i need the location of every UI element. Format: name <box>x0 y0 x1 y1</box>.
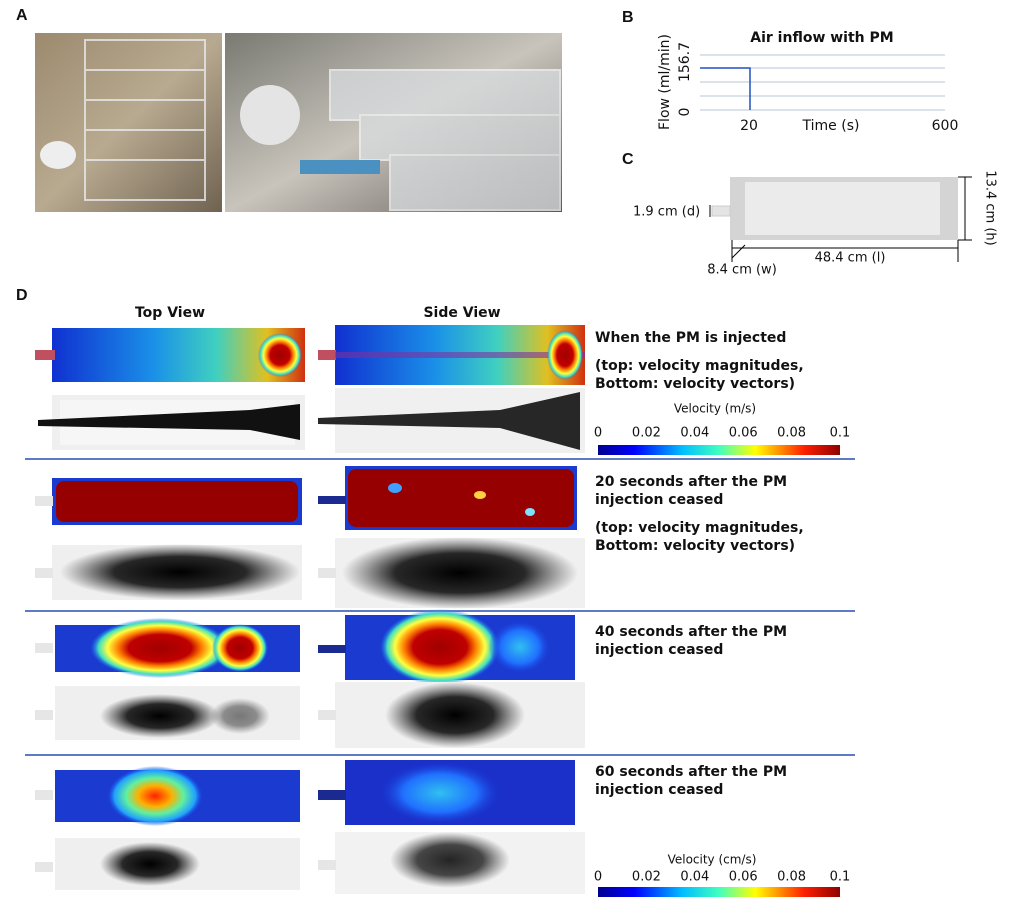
colorbar <box>598 445 840 455</box>
colorbar-label: Velocity (cm/s) <box>668 853 757 867</box>
colorbar-label: Velocity (m/s) <box>674 402 756 416</box>
panel-label: D <box>16 287 28 304</box>
y-tick-label: 0 <box>677 108 693 117</box>
colorbar-tick-label: 0.04 <box>680 870 709 885</box>
velocity-map <box>35 760 575 826</box>
velocity-map <box>35 325 585 385</box>
caption: injection ceased <box>595 642 723 658</box>
velocity-map <box>35 609 575 685</box>
colorbar-tick-label: 0.1 <box>830 426 851 441</box>
nebulizer <box>40 141 76 169</box>
dimension-label: 48.4 cm (l) <box>815 251 886 266</box>
y-tick-label: 156.7 <box>677 42 693 82</box>
x-tick-label: 20 <box>740 118 758 134</box>
colorbar-tick-label: 0.06 <box>729 870 758 885</box>
y-axis-label: Flow (ml/min) <box>657 34 673 130</box>
caption: 20 seconds after the PM <box>595 474 787 490</box>
caption: (top: velocity magnitudes, <box>595 358 804 374</box>
chart-title: Air inflow with PM <box>750 30 893 46</box>
caption: 40 seconds after the PM <box>595 624 787 640</box>
colorbar-tick-label: 0.02 <box>632 426 661 441</box>
colorbar-tick-label: 0.08 <box>777 870 806 885</box>
chamber-inner <box>745 182 940 235</box>
caption: Bottom: velocity vectors) <box>595 538 795 554</box>
x-axis-label: Time (s) <box>802 118 860 134</box>
velocity-vectors <box>35 682 585 748</box>
velocity-vectors <box>35 537 585 609</box>
column-header: Top View <box>135 305 205 321</box>
panel-label: A <box>16 7 28 24</box>
colorbar-tick-label: 0.02 <box>632 870 661 885</box>
caption: injection ceased <box>595 492 723 508</box>
colorbar <box>598 887 840 897</box>
captions-and-colorbars: When the PM is injected (top: velocity ma… <box>594 330 850 897</box>
flow-line <box>700 68 750 110</box>
colorbar-tick-label: 0.04 <box>680 426 709 441</box>
colorbar-tick-label: 0 <box>594 426 602 441</box>
caption: 60 seconds after the PM <box>595 764 787 780</box>
velocity-vectors <box>35 832 585 894</box>
grid <box>700 55 945 110</box>
nebulizer <box>240 85 300 145</box>
dimension-label: 13.4 cm (h) <box>983 170 998 245</box>
panel-label: B <box>622 9 634 26</box>
dimension-label: 1.9 cm (d) <box>633 205 700 220</box>
figure: A B Air inflow with PM Flow (ml/min) 156… <box>0 0 1011 897</box>
tube <box>300 160 380 174</box>
colorbar-tick-label: 0.08 <box>777 426 806 441</box>
panel-label: C <box>622 151 634 168</box>
x-tick-label: 600 <box>932 118 959 134</box>
photo <box>35 33 222 212</box>
inlet <box>712 206 730 216</box>
caption: (top: velocity magnitudes, <box>595 520 804 536</box>
dimension-label: 8.4 cm (w) <box>707 263 777 278</box>
velocity-map <box>35 466 577 530</box>
column-header: Side View <box>423 305 500 321</box>
caption: Bottom: velocity vectors) <box>595 376 795 392</box>
colorbar-tick-label: 0.06 <box>729 426 758 441</box>
caption: injection ceased <box>595 782 723 798</box>
velocity-vectors <box>38 388 585 453</box>
colorbar-tick-label: 0.1 <box>830 870 851 885</box>
caption: When the PM is injected <box>595 330 786 346</box>
colorbar-tick-label: 0 <box>594 870 602 885</box>
